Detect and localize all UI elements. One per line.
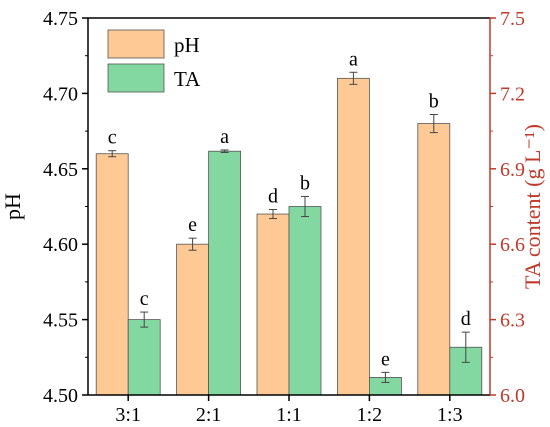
legend-swatch-ph [107, 29, 165, 59]
y-right-tick-label: 6.9 [500, 159, 525, 181]
y-right-tick-label: 6.6 [500, 234, 525, 256]
y-left-tick-label: 4.65 [43, 159, 78, 181]
x-tick-label: 1:1 [276, 404, 302, 426]
y-right-tick-label: 6.3 [500, 310, 525, 332]
significance-letter: e [381, 348, 390, 370]
bar-ta-3-1 [127, 319, 161, 396]
bar-ph-3-1 [95, 153, 129, 396]
significance-letter: e [188, 214, 197, 236]
significance-letter: b [300, 172, 310, 194]
axes-layer [82, 17, 496, 401]
significance-letter: d [461, 308, 471, 330]
bar-ph-1-2 [336, 77, 370, 396]
x-tick-label: 2:1 [196, 404, 222, 426]
bar-ph-1-1 [256, 213, 290, 396]
y-right-axis-title: TA content (g L⁻¹) [520, 124, 545, 289]
significance-letter: a [349, 48, 358, 70]
y-left-tick-label: 4.50 [43, 385, 78, 407]
legend-swatch-ta [107, 63, 165, 93]
y-right-tick-label: 6.0 [500, 385, 525, 407]
significance-letter: c [108, 127, 117, 149]
y-left-tick-label: 4.70 [43, 83, 78, 105]
significance-letter: a [220, 126, 229, 148]
legend-label-ta: TA [174, 67, 201, 91]
bar-ta-2-1 [208, 150, 242, 396]
y-left-tick-label: 4.60 [43, 234, 78, 256]
x-tick-label: 1:3 [437, 404, 463, 426]
y-right-tick-label: 7.5 [500, 8, 525, 30]
y-left-axis-title: pH [0, 193, 25, 220]
y-left-tick-label: 4.75 [43, 8, 78, 30]
legend: pH TA [107, 29, 201, 93]
bars-layer [95, 71, 483, 396]
x-tick-label: 3:1 [115, 404, 141, 426]
bar-ph-2-1 [176, 243, 210, 396]
legend-label-ph: pH [174, 33, 200, 57]
labels-layer: cc3:1ea2:1db1:1ae1:2bd1:34.504.554.604.6… [0, 8, 545, 426]
bar-ta-1-1 [288, 206, 322, 396]
y-left-tick-label: 4.55 [43, 310, 78, 332]
significance-letter: d [268, 186, 278, 208]
significance-letter: c [140, 288, 149, 310]
x-tick-label: 1:2 [357, 404, 383, 426]
bar-ph-1-3 [417, 123, 451, 396]
significance-letter: b [429, 91, 439, 113]
y-right-tick-label: 7.2 [500, 83, 525, 105]
